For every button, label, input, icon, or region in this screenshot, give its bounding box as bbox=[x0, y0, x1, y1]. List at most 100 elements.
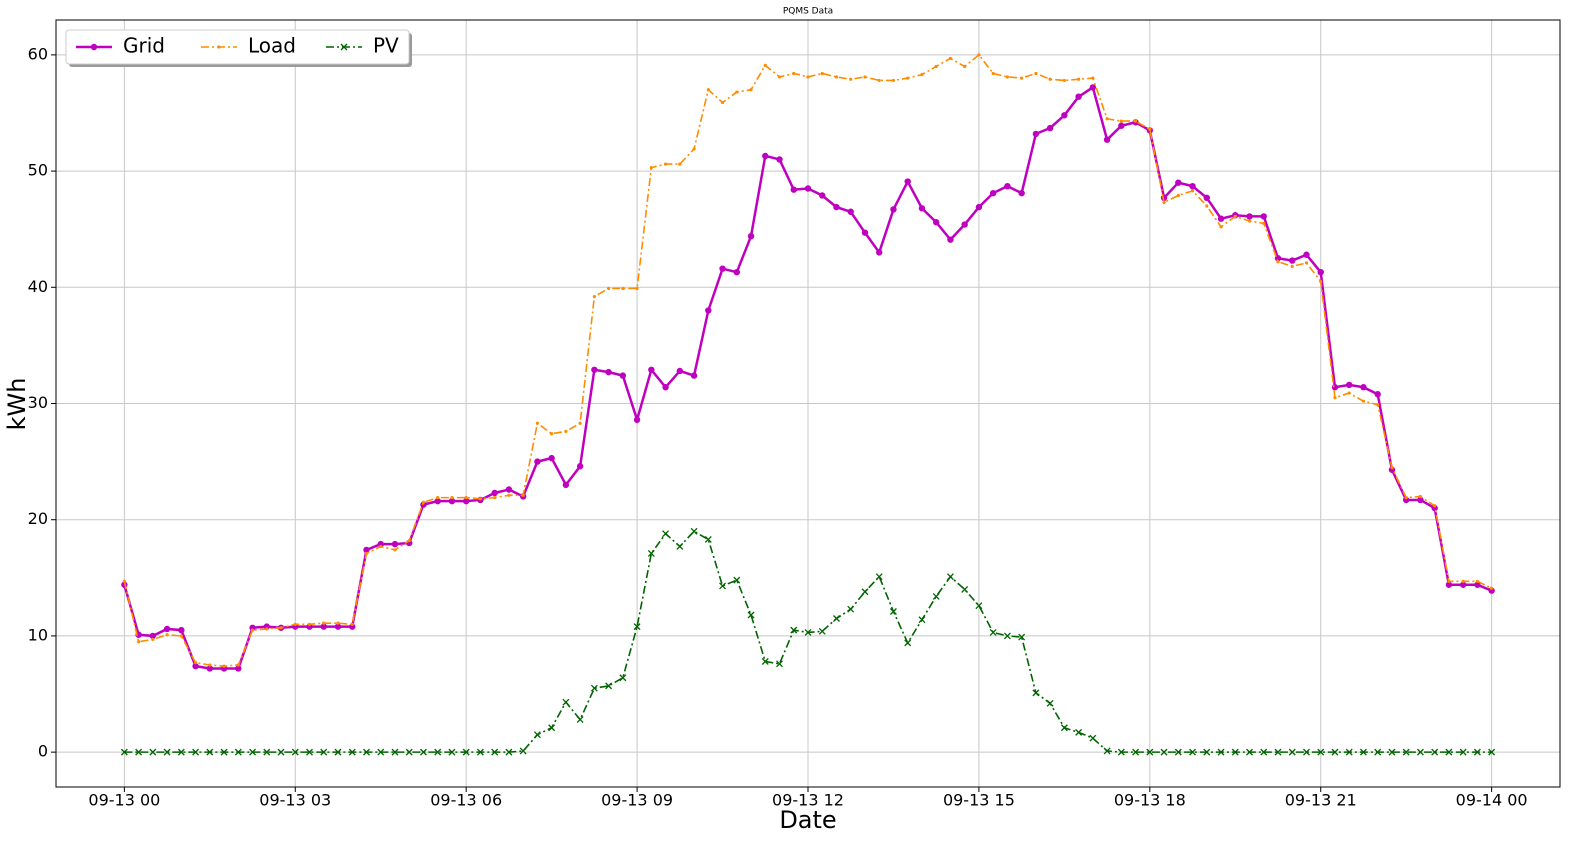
marker bbox=[1032, 130, 1040, 138]
marker bbox=[1233, 214, 1237, 218]
marker bbox=[334, 623, 342, 630]
marker bbox=[948, 56, 953, 60]
marker bbox=[1274, 255, 1282, 262]
marker bbox=[306, 748, 313, 756]
marker bbox=[834, 75, 839, 79]
marker bbox=[340, 43, 348, 51]
marker bbox=[1402, 748, 1410, 756]
marker bbox=[1246, 748, 1253, 756]
marker bbox=[776, 660, 783, 668]
marker bbox=[1189, 748, 1197, 756]
marker bbox=[263, 748, 271, 756]
marker bbox=[250, 628, 255, 632]
marker bbox=[1459, 748, 1467, 756]
marker bbox=[1433, 504, 1437, 508]
marker bbox=[1445, 748, 1453, 756]
marker bbox=[876, 249, 883, 256]
marker bbox=[177, 748, 185, 756]
marker bbox=[1205, 204, 1209, 208]
marker bbox=[719, 265, 726, 272]
marker bbox=[877, 78, 881, 83]
marker bbox=[1359, 748, 1367, 756]
marker bbox=[462, 748, 470, 756]
marker bbox=[307, 622, 312, 626]
marker bbox=[1346, 381, 1353, 389]
marker bbox=[562, 481, 570, 489]
chart-title: PQMS Data bbox=[783, 7, 833, 17]
marker bbox=[291, 748, 299, 756]
marker bbox=[891, 78, 896, 83]
marker bbox=[1289, 257, 1296, 264]
marker bbox=[1431, 504, 1438, 512]
marker bbox=[648, 366, 655, 373]
marker bbox=[889, 608, 897, 615]
marker bbox=[519, 747, 527, 755]
marker bbox=[1231, 748, 1239, 756]
marker bbox=[1091, 76, 1095, 80]
marker bbox=[249, 624, 256, 631]
marker bbox=[1103, 136, 1111, 143]
marker bbox=[163, 748, 171, 756]
marker bbox=[249, 748, 257, 756]
marker bbox=[676, 542, 684, 550]
legend-label: Load bbox=[248, 34, 296, 58]
y-tick-label: 0 bbox=[38, 742, 48, 761]
marker bbox=[448, 748, 456, 756]
marker bbox=[991, 71, 995, 76]
y-tick-label: 60 bbox=[28, 44, 48, 63]
marker bbox=[1132, 748, 1140, 756]
marker bbox=[804, 185, 812, 192]
series bbox=[120, 527, 1496, 756]
marker bbox=[1376, 403, 1380, 407]
marker bbox=[393, 548, 397, 552]
marker bbox=[1475, 579, 1479, 583]
marker bbox=[192, 748, 200, 756]
x-tick-label: 09-13 18 bbox=[1114, 791, 1186, 810]
marker bbox=[391, 748, 399, 756]
marker bbox=[1388, 466, 1396, 473]
marker bbox=[334, 748, 342, 756]
marker bbox=[975, 602, 983, 610]
marker bbox=[405, 748, 413, 756]
marker bbox=[1174, 748, 1182, 756]
y-tick-label: 50 bbox=[28, 161, 48, 180]
marker bbox=[421, 500, 426, 504]
marker bbox=[505, 748, 513, 756]
marker bbox=[1260, 213, 1267, 220]
x-tick-label: 09-13 15 bbox=[943, 791, 1015, 810]
y-tick-label: 40 bbox=[28, 277, 48, 296]
marker bbox=[1162, 200, 1166, 205]
marker bbox=[678, 162, 682, 166]
marker bbox=[534, 458, 541, 465]
marker bbox=[861, 229, 869, 236]
marker bbox=[1176, 193, 1180, 198]
marker bbox=[847, 208, 854, 215]
marker bbox=[137, 640, 141, 644]
marker bbox=[1217, 748, 1225, 756]
marker bbox=[1075, 93, 1082, 100]
marker bbox=[1246, 213, 1253, 220]
y-tick-label: 20 bbox=[28, 509, 48, 528]
marker bbox=[464, 496, 468, 500]
marker bbox=[507, 493, 511, 497]
marker bbox=[1219, 225, 1223, 229]
marker bbox=[906, 76, 910, 80]
marker bbox=[733, 268, 740, 276]
marker bbox=[1003, 632, 1011, 640]
marker bbox=[590, 684, 598, 692]
marker bbox=[1418, 494, 1423, 499]
marker bbox=[90, 43, 98, 51]
marker bbox=[704, 536, 712, 543]
marker bbox=[1105, 117, 1109, 121]
marker bbox=[1089, 734, 1097, 742]
marker bbox=[705, 307, 712, 314]
marker bbox=[663, 162, 668, 166]
marker bbox=[521, 493, 525, 497]
marker bbox=[1075, 728, 1083, 736]
marker bbox=[1175, 179, 1182, 186]
marker bbox=[733, 576, 741, 584]
marker bbox=[692, 147, 696, 151]
marker bbox=[320, 623, 327, 630]
marker bbox=[762, 152, 769, 160]
marker bbox=[420, 501, 427, 508]
